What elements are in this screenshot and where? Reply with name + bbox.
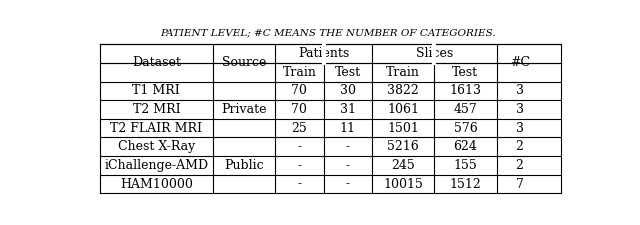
Text: iChallenge-AMD: iChallenge-AMD bbox=[104, 159, 209, 172]
Text: 3: 3 bbox=[516, 103, 524, 116]
Text: 1501: 1501 bbox=[387, 122, 419, 135]
Text: Patients: Patients bbox=[298, 47, 349, 60]
Text: 70: 70 bbox=[291, 84, 307, 97]
Text: Public: Public bbox=[224, 159, 264, 172]
Text: T2 MRI: T2 MRI bbox=[132, 103, 180, 116]
Text: T1 MRI: T1 MRI bbox=[132, 84, 180, 97]
Text: -: - bbox=[298, 178, 301, 191]
Text: #C: #C bbox=[509, 56, 530, 70]
Text: T2 FLAIR MRI: T2 FLAIR MRI bbox=[110, 122, 202, 135]
Text: Train: Train bbox=[282, 66, 316, 79]
Text: 7: 7 bbox=[516, 178, 524, 191]
Text: HAM10000: HAM10000 bbox=[120, 178, 193, 191]
Text: 1061: 1061 bbox=[387, 103, 419, 116]
Text: Dataset: Dataset bbox=[132, 56, 180, 70]
Text: 5216: 5216 bbox=[387, 140, 419, 153]
Text: 576: 576 bbox=[454, 122, 477, 135]
Text: 624: 624 bbox=[454, 140, 477, 153]
Text: 2: 2 bbox=[516, 140, 524, 153]
Text: 1512: 1512 bbox=[449, 178, 481, 191]
Text: 30: 30 bbox=[340, 84, 356, 97]
Text: 70: 70 bbox=[291, 103, 307, 116]
Text: Test: Test bbox=[335, 66, 361, 79]
Text: 457: 457 bbox=[454, 103, 477, 116]
Text: Private: Private bbox=[221, 103, 267, 116]
Text: Slices: Slices bbox=[415, 47, 453, 60]
Text: -: - bbox=[346, 140, 350, 153]
Text: Train: Train bbox=[386, 66, 420, 79]
Text: 245: 245 bbox=[391, 159, 415, 172]
Text: PATIENT LEVEL; #C MEANS THE NUMBER OF CATEGORIES.: PATIENT LEVEL; #C MEANS THE NUMBER OF CA… bbox=[160, 28, 496, 37]
Text: Source: Source bbox=[222, 56, 266, 70]
Text: 25: 25 bbox=[291, 122, 307, 135]
Text: 31: 31 bbox=[340, 103, 356, 116]
Text: 3822: 3822 bbox=[387, 84, 419, 97]
Text: -: - bbox=[298, 159, 301, 172]
Text: 155: 155 bbox=[454, 159, 477, 172]
Text: 2: 2 bbox=[516, 159, 524, 172]
Text: 3: 3 bbox=[516, 84, 524, 97]
Text: 3: 3 bbox=[516, 122, 524, 135]
Text: Test: Test bbox=[452, 66, 479, 79]
Text: -: - bbox=[298, 140, 301, 153]
Text: -: - bbox=[346, 159, 350, 172]
Text: 1613: 1613 bbox=[449, 84, 481, 97]
Text: Chest X-Ray: Chest X-Ray bbox=[118, 140, 195, 153]
Text: 10015: 10015 bbox=[383, 178, 423, 191]
Text: -: - bbox=[346, 178, 350, 191]
Text: 11: 11 bbox=[340, 122, 356, 135]
